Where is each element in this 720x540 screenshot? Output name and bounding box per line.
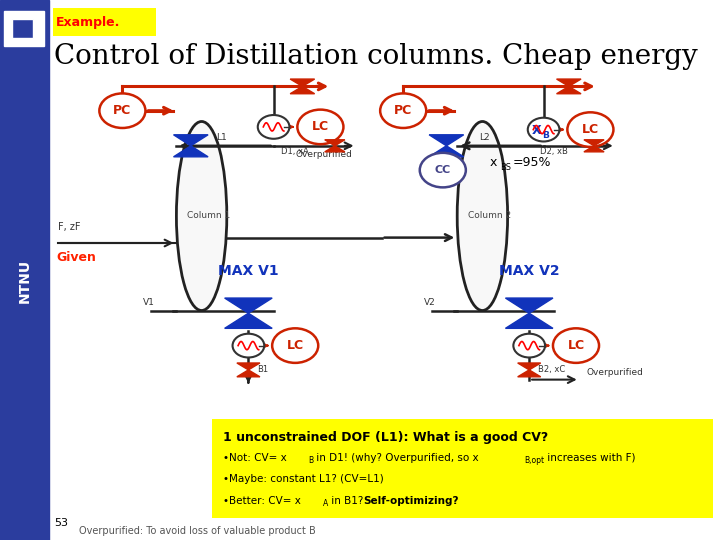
Circle shape (258, 115, 289, 139)
Text: Overpurified: To avoid loss of valuable product B: Overpurified: To avoid loss of valuable … (79, 525, 316, 536)
Text: BS: BS (500, 163, 510, 172)
Text: A: A (323, 499, 328, 508)
Text: PC: PC (113, 104, 132, 117)
Polygon shape (584, 146, 604, 152)
Polygon shape (225, 313, 272, 328)
Text: NTNU: NTNU (17, 259, 32, 303)
Text: =95%: =95% (513, 156, 551, 169)
Text: L2: L2 (479, 133, 490, 143)
Circle shape (272, 328, 318, 363)
Circle shape (513, 334, 545, 357)
Polygon shape (325, 140, 345, 146)
FancyBboxPatch shape (212, 418, 713, 518)
Text: Example.: Example. (56, 16, 120, 29)
Text: V2: V2 (424, 298, 436, 307)
Circle shape (420, 153, 466, 187)
Text: L1: L1 (216, 133, 227, 143)
Polygon shape (174, 135, 208, 146)
Text: B1: B1 (257, 366, 268, 374)
Polygon shape (290, 79, 315, 86)
Text: in D1! (why? Overpurified, so x: in D1! (why? Overpurified, so x (313, 453, 479, 463)
Circle shape (297, 110, 343, 144)
Text: •Better: CV= x: •Better: CV= x (223, 496, 301, 506)
Bar (4, 11, 44, 46)
Polygon shape (325, 146, 345, 152)
Text: CC: CC (435, 165, 451, 175)
Text: LC: LC (287, 339, 304, 352)
Polygon shape (174, 146, 208, 157)
Polygon shape (518, 370, 541, 377)
Circle shape (528, 118, 559, 141)
Polygon shape (505, 298, 553, 313)
Circle shape (233, 334, 264, 357)
Text: B,opt: B,opt (524, 456, 544, 465)
Text: Given: Given (56, 251, 96, 264)
Circle shape (99, 93, 145, 128)
Text: 1 unconstrained DOF (L1): What is a good CV?: 1 unconstrained DOF (L1): What is a good… (223, 431, 549, 444)
Polygon shape (237, 363, 260, 370)
Text: in B1?: in B1? (328, 496, 366, 506)
Text: LC: LC (582, 123, 599, 136)
Bar (0, 0, 49, 540)
Polygon shape (237, 370, 260, 377)
Text: •Maybe: constant L1? (CV=L1): •Maybe: constant L1? (CV=L1) (223, 474, 384, 484)
Text: PC: PC (394, 104, 413, 117)
Text: B2, xC: B2, xC (538, 366, 565, 374)
Circle shape (380, 93, 426, 128)
Polygon shape (505, 313, 553, 328)
Text: F, zF: F, zF (58, 222, 80, 232)
Text: B: B (308, 456, 313, 465)
Polygon shape (429, 135, 464, 146)
Text: LC: LC (567, 339, 585, 352)
Text: Column 2: Column 2 (468, 212, 511, 220)
Text: D1, xA: D1, xA (281, 147, 309, 156)
Text: MAX V2: MAX V2 (499, 264, 559, 278)
Text: x: x (490, 156, 497, 169)
Text: V1: V1 (143, 298, 155, 307)
Text: increases with F): increases with F) (544, 453, 635, 463)
Ellipse shape (176, 122, 227, 310)
Polygon shape (290, 86, 315, 94)
Text: 53: 53 (54, 518, 68, 528)
Text: •Not: CV= x: •Not: CV= x (223, 453, 287, 463)
Polygon shape (429, 146, 464, 157)
Ellipse shape (457, 122, 508, 310)
Polygon shape (557, 86, 581, 94)
FancyBboxPatch shape (53, 8, 156, 36)
Text: Overpurified: Overpurified (296, 150, 352, 159)
Text: Overpurified: Overpurified (587, 368, 644, 377)
Text: LC: LC (312, 120, 329, 133)
Text: Control of Distillation columns. Cheap energy: Control of Distillation columns. Cheap e… (54, 43, 698, 70)
Text: B: B (542, 131, 549, 140)
Circle shape (553, 328, 599, 363)
Polygon shape (518, 363, 541, 370)
Polygon shape (225, 298, 272, 313)
Text: Self-optimizing?: Self-optimizing? (364, 496, 459, 506)
Text: X: X (531, 124, 541, 137)
Polygon shape (584, 140, 604, 146)
Bar (12, 19, 33, 38)
Text: D2, xB: D2, xB (540, 147, 568, 156)
Text: MAX V1: MAX V1 (218, 264, 279, 278)
Polygon shape (557, 79, 581, 86)
Circle shape (567, 112, 613, 147)
Text: Column 1: Column 1 (187, 212, 230, 220)
